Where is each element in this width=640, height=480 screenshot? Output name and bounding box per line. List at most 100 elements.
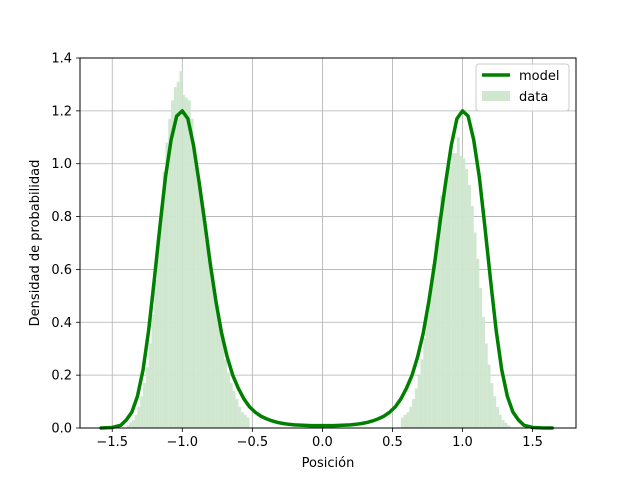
legend-data-swatch xyxy=(482,91,510,101)
histogram-bars xyxy=(126,71,511,429)
histogram-bar-59 xyxy=(442,187,446,428)
histogram-bar-37 xyxy=(229,383,233,428)
histogram-bar-24 xyxy=(193,147,197,428)
legend-model-label: model xyxy=(519,69,559,84)
histogram-bar-28 xyxy=(204,240,208,428)
model-curve xyxy=(99,109,554,430)
histogram-bar-33 xyxy=(218,322,222,428)
histogram-bar-64 xyxy=(456,137,460,429)
histogram-bar-14 xyxy=(165,142,169,429)
histogram-bar-5 xyxy=(140,396,144,428)
histogram-bar-53 xyxy=(426,314,429,428)
y-tick-label-3: 0.6 xyxy=(51,263,72,278)
x-axis-ticks: −1.5 −1.0 −0.5 0.0 0.5 1.0 1.5 xyxy=(96,428,543,450)
histogram-bar-62 xyxy=(451,153,455,428)
histogram-bar-81 xyxy=(504,422,508,428)
histogram-bar-69 xyxy=(470,206,474,428)
histogram-bar-25 xyxy=(196,169,200,428)
histogram-bar-40 xyxy=(238,406,242,428)
y-axis-label: Densidad de probabilidad xyxy=(28,160,43,327)
plot-frame xyxy=(79,57,577,429)
x-tick-label-6: 1.5 xyxy=(522,435,543,450)
histogram-bar-17 xyxy=(173,87,177,429)
histogram-bar-21 xyxy=(185,97,188,429)
histogram-bar-15 xyxy=(168,118,172,429)
histogram-bar-70 xyxy=(473,232,477,428)
histogram-bar-73 xyxy=(482,317,485,428)
histogram-bar-80 xyxy=(501,420,505,428)
histogram-bar-0 xyxy=(126,425,130,428)
histogram-bar-56 xyxy=(434,240,438,428)
histogram-bar-11 xyxy=(157,243,160,428)
histogram-bar-38 xyxy=(232,391,236,428)
histogram-bar-22 xyxy=(187,100,191,429)
histogram-bar-78 xyxy=(496,406,499,428)
legend-data-label: data xyxy=(519,90,548,105)
histogram-bar-1 xyxy=(129,422,132,428)
histogram-bar-58 xyxy=(440,195,443,428)
x-tick-label-5: 1.0 xyxy=(452,435,473,450)
histogram-bar-45 xyxy=(403,414,407,428)
histogram-bar-74 xyxy=(484,343,488,428)
histogram-bar-42 xyxy=(243,414,247,428)
histogram-bar-52 xyxy=(423,338,427,428)
histogram-bar-19 xyxy=(179,71,183,428)
histogram-bar-82 xyxy=(507,425,511,428)
histogram-bar-36 xyxy=(227,372,230,428)
histogram-bar-57 xyxy=(437,216,441,428)
histogram-bar-27 xyxy=(201,216,205,428)
histogram-bar-4 xyxy=(137,406,141,428)
y-axis-ticks: 0.0 0.2 0.4 0.6 0.8 1.0 1.2 1.4 xyxy=(51,52,80,437)
x-tick-label-0: −1.5 xyxy=(96,435,128,450)
y-tick-label-2: 0.4 xyxy=(51,316,72,331)
histogram-bar-41 xyxy=(241,412,244,428)
histogram-bar-51 xyxy=(420,359,424,428)
histogram-bar-10 xyxy=(154,280,158,428)
y-tick-label-0: 0.0 xyxy=(51,422,72,437)
histogram-bar-34 xyxy=(221,332,225,428)
histogram-bar-63 xyxy=(454,153,457,428)
histogram-bar-68 xyxy=(468,184,471,428)
histogram-bar-3 xyxy=(134,414,138,428)
histogram-bar-44 xyxy=(400,417,404,428)
x-axis-label: Posición xyxy=(302,456,355,471)
y-tick-label-6: 1.2 xyxy=(51,104,72,119)
histogram-bar-49 xyxy=(414,388,418,428)
histogram-bar-61 xyxy=(448,166,452,428)
histogram-bar-75 xyxy=(487,364,491,428)
model-curve-layer xyxy=(99,109,554,430)
y-tick-label-1: 0.2 xyxy=(51,369,72,384)
histogram-bar-31 xyxy=(213,290,216,428)
histogram-bar-65 xyxy=(459,155,463,429)
histogram-bar-9 xyxy=(151,314,155,428)
histogram-bar-7 xyxy=(145,367,149,428)
histogram-bar-26 xyxy=(199,187,202,428)
x-tick-label-4: 0.5 xyxy=(382,435,403,450)
histogram-bar-6 xyxy=(143,383,146,428)
histogram-bar-72 xyxy=(479,287,483,428)
histogram-bar-39 xyxy=(235,398,239,428)
legend: model data xyxy=(475,63,570,112)
histogram-bar-2 xyxy=(131,420,135,428)
histogram-bar-50 xyxy=(417,375,421,428)
histogram-bar-20 xyxy=(182,95,186,428)
histogram-bar-76 xyxy=(490,383,494,428)
histogram-bar-79 xyxy=(498,414,502,428)
y-tick-label-5: 1.0 xyxy=(51,157,72,172)
x-tick-label-2: −0.5 xyxy=(237,435,269,450)
histogram-bar-54 xyxy=(428,290,432,428)
histogram-bar-16 xyxy=(171,100,174,429)
histogram-bar-43 xyxy=(246,417,250,428)
histogram-bar-35 xyxy=(224,359,228,428)
histogram-bar-71 xyxy=(476,258,480,428)
y-tick-label-7: 1.4 xyxy=(51,52,72,67)
histogram-bar-18 xyxy=(176,81,180,429)
histogram-bar-60 xyxy=(445,176,449,428)
y-tick-label-4: 0.8 xyxy=(51,210,72,225)
histogram-bar-23 xyxy=(190,118,194,429)
histogram-bar-55 xyxy=(431,264,435,428)
histogram-bar-47 xyxy=(409,406,413,428)
histogram-bar-13 xyxy=(162,171,166,428)
histogram-bar-12 xyxy=(159,206,163,428)
